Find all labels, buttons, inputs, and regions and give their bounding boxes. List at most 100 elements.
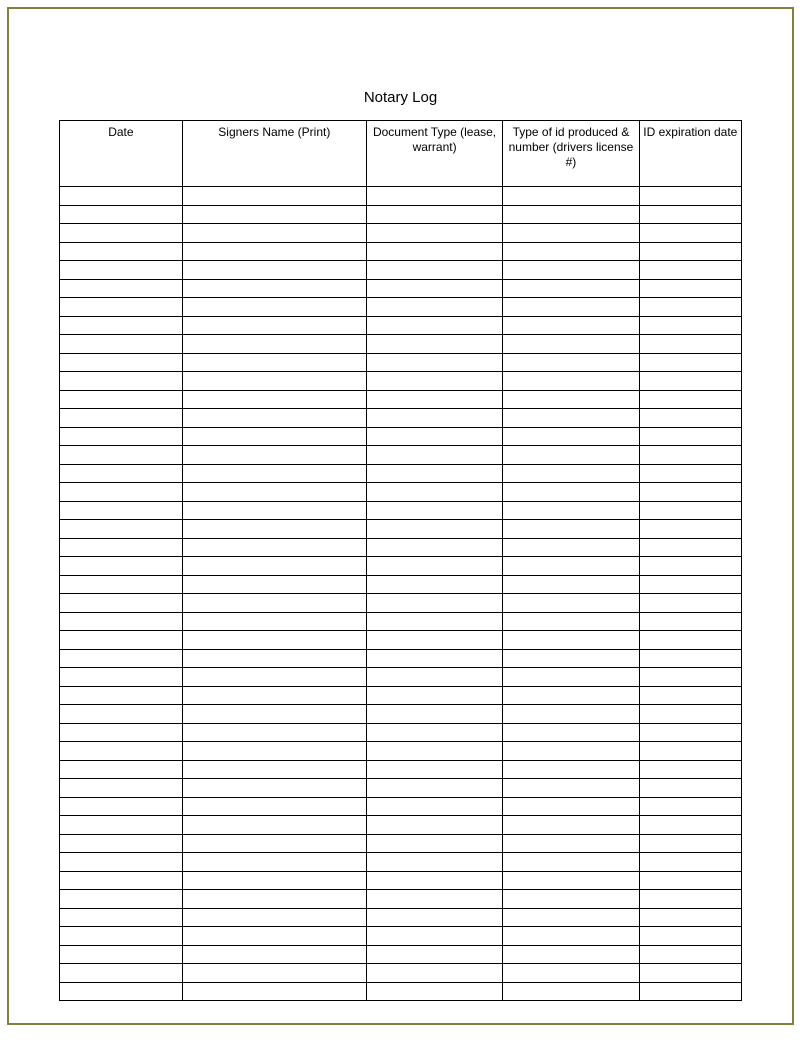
table-cell (366, 427, 502, 446)
table-cell (503, 649, 639, 668)
col-header-id-expiration: ID expiration date (639, 121, 741, 187)
table-cell (366, 927, 502, 946)
table-header-row: Date Signers Name (Print) Document Type … (60, 121, 742, 187)
table-cell (639, 390, 741, 409)
table-cell (60, 224, 183, 243)
table-cell (503, 372, 639, 391)
table-cell (182, 298, 366, 317)
table-cell (60, 779, 183, 798)
table-cell (366, 686, 502, 705)
table-cell (60, 279, 183, 298)
table-row (60, 520, 742, 539)
table-row (60, 742, 742, 761)
table-cell (366, 890, 502, 909)
table-cell (503, 871, 639, 890)
table-cell (639, 316, 741, 335)
table-row (60, 372, 742, 391)
table-cell (503, 409, 639, 428)
table-cell (366, 982, 502, 1001)
table-cell (366, 575, 502, 594)
table-cell (366, 705, 502, 724)
col-header-document-type: Document Type (lease, warrant) (366, 121, 502, 187)
table-cell (639, 612, 741, 631)
table-cell (60, 353, 183, 372)
table-row (60, 483, 742, 502)
document-frame: Notary Log Date Signers Name (Print) Doc… (7, 7, 794, 1025)
table-cell (60, 816, 183, 835)
table-cell (503, 686, 639, 705)
table-cell (503, 261, 639, 280)
table-row (60, 261, 742, 280)
table-cell (639, 890, 741, 909)
table-cell (639, 908, 741, 927)
table-cell (182, 834, 366, 853)
table-cell (182, 945, 366, 964)
table-cell (639, 594, 741, 613)
table-cell (503, 538, 639, 557)
table-row (60, 575, 742, 594)
table-cell (639, 723, 741, 742)
table-cell (503, 945, 639, 964)
table-cell (366, 723, 502, 742)
table-cell (60, 483, 183, 502)
table-cell (182, 390, 366, 409)
table-row (60, 335, 742, 354)
table-cell (182, 594, 366, 613)
table-row (60, 871, 742, 890)
table-cell (639, 982, 741, 1001)
table-cell (503, 723, 639, 742)
table-cell (503, 557, 639, 576)
table-cell (60, 945, 183, 964)
table-cell (60, 464, 183, 483)
table-cell (639, 446, 741, 465)
table-cell (639, 520, 741, 539)
table-cell (182, 242, 366, 261)
table-cell (60, 390, 183, 409)
table-cell (503, 742, 639, 761)
table-row (60, 927, 742, 946)
table-row (60, 501, 742, 520)
table-cell (639, 353, 741, 372)
table-cell (366, 631, 502, 650)
table-cell (60, 964, 183, 983)
table-cell (639, 538, 741, 557)
table-cell (182, 908, 366, 927)
table-cell (366, 649, 502, 668)
table-cell (503, 797, 639, 816)
table-row (60, 686, 742, 705)
table-cell (60, 649, 183, 668)
page-title: Notary Log (59, 89, 742, 106)
table-row (60, 409, 742, 428)
table-row (60, 705, 742, 724)
table-cell (639, 372, 741, 391)
table-cell (182, 964, 366, 983)
table-cell (182, 723, 366, 742)
table-cell (639, 242, 741, 261)
table-cell (182, 742, 366, 761)
table-cell (60, 575, 183, 594)
table-cell (639, 964, 741, 983)
table-cell (182, 557, 366, 576)
table-cell (639, 668, 741, 687)
table-cell (503, 760, 639, 779)
table-row (60, 797, 742, 816)
table-cell (60, 205, 183, 224)
table-cell (639, 779, 741, 798)
table-cell (182, 686, 366, 705)
table-cell (366, 834, 502, 853)
table-cell (639, 335, 741, 354)
table-cell (366, 612, 502, 631)
table-cell (60, 742, 183, 761)
table-cell (60, 853, 183, 872)
table-cell (60, 612, 183, 631)
table-cell (60, 520, 183, 539)
table-cell (182, 760, 366, 779)
table-cell (503, 853, 639, 872)
table-cell (60, 316, 183, 335)
table-cell (182, 871, 366, 890)
table-cell (182, 483, 366, 502)
table-cell (60, 834, 183, 853)
table-cell (503, 205, 639, 224)
table-cell (366, 871, 502, 890)
table-cell (503, 483, 639, 502)
